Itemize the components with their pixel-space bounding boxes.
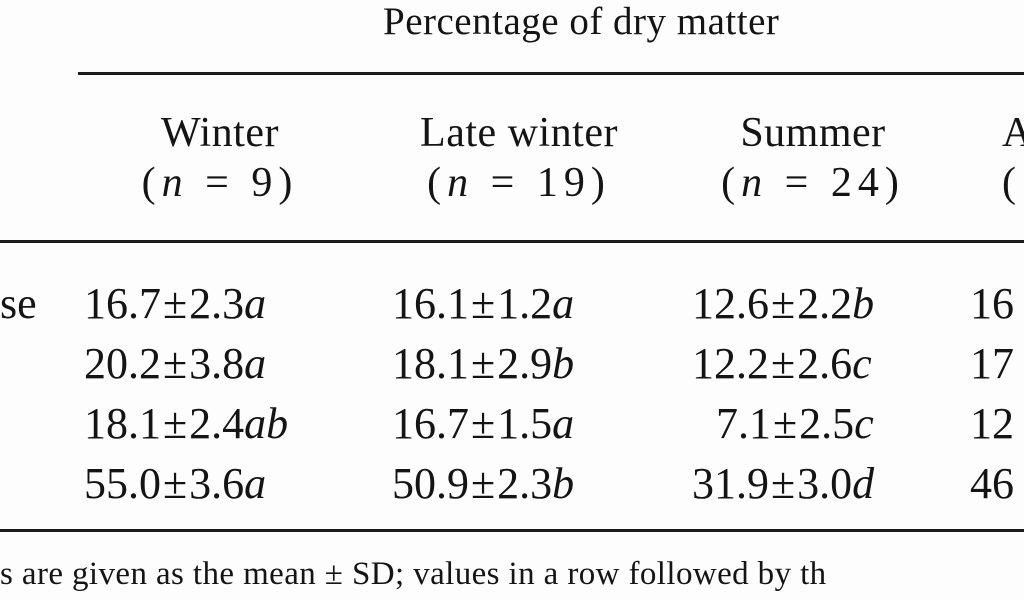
- table-cell: 18.1±2.4ab: [84, 399, 289, 448]
- column-name: Winter: [161, 110, 279, 156]
- spanner-heading: Percentage of dry matter: [383, 0, 780, 43]
- column-header-summer: Summer (n = 24): [700, 112, 926, 204]
- table-cell: 12: [970, 399, 1014, 448]
- column-header-winter: Winter (n = 9): [120, 112, 320, 204]
- column-name: Summer: [740, 110, 886, 156]
- column-name: Late winter: [420, 110, 618, 156]
- column-n: (n = 19): [427, 160, 611, 206]
- column-name: A: [1002, 110, 1024, 156]
- header-rule: [0, 240, 1024, 243]
- table-cell: 55.0±3.6a: [84, 459, 267, 508]
- table-cell: 46: [970, 459, 1014, 508]
- table-cell: 16.7±1.5a: [392, 399, 575, 448]
- table-cell: 16.1±1.2a: [392, 279, 575, 328]
- table-footnote: s are given as the mean ± SD; values in …: [0, 556, 827, 592]
- table-cell: 16: [970, 279, 1014, 328]
- column-n: (n = 24): [721, 160, 905, 206]
- table-cell: 18.1±2.9b: [392, 339, 575, 388]
- table-cell: 17: [970, 339, 1014, 388]
- table-cell: 20.2±3.8a: [84, 339, 267, 388]
- bottom-rule: [0, 529, 1024, 532]
- table-cell: 12.2±2.6c: [692, 339, 872, 388]
- column-header-partial: A (: [1002, 112, 1024, 204]
- table-cell: 7.1±2.5c: [716, 399, 874, 448]
- row-label: se: [0, 279, 37, 328]
- table-cell: 12.6±2.2b: [692, 279, 875, 328]
- column-n: (: [1002, 160, 1022, 206]
- column-header-late-winter: Late winter (n = 19): [384, 112, 654, 204]
- spanner-rule: [78, 72, 1024, 75]
- table-cell: 16.7±2.3a: [84, 279, 267, 328]
- table-cell: 31.9±3.0d: [692, 459, 875, 508]
- column-n: (n = 9): [141, 160, 299, 206]
- table-cell: 50.9±2.3b: [392, 459, 575, 508]
